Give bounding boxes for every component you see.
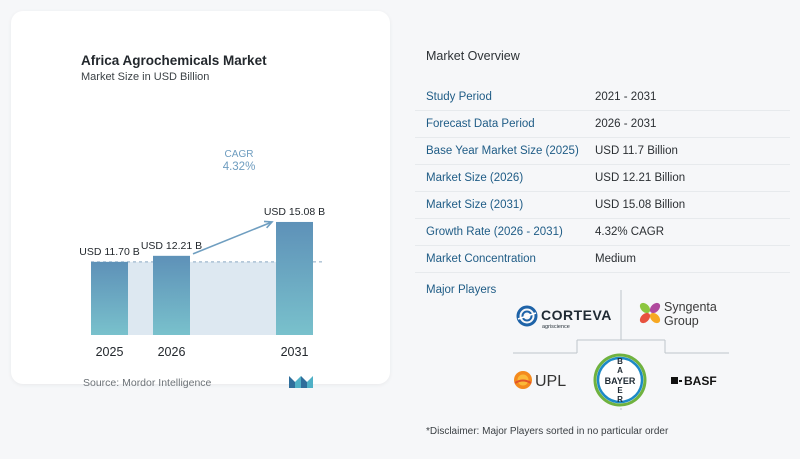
x-tick-2026: 2026 (158, 345, 186, 359)
bar-2031 (276, 221, 313, 335)
basf-logo: BASF (671, 374, 717, 388)
basf-square-icon (671, 377, 682, 384)
corteva-name: CORTEVA (541, 307, 612, 323)
chart-card: Africa Agrochemicals Market Market Size … (11, 11, 390, 389)
overview-row-value: USD 12.21 Billion (595, 172, 686, 184)
svg-text:A: A (617, 366, 623, 375)
chart-title: Africa Agrochemicals Market (81, 53, 267, 68)
market-overview-table: Study Period 2021 - 2031 Forecast Data Per… (415, 84, 790, 273)
data-label-2031: USD 15.08 B (264, 206, 325, 218)
cagr-value: 4.32% (223, 161, 256, 173)
overview-row-label: Forecast Data Period (426, 118, 535, 130)
syngenta-line1: Syngenta (664, 300, 717, 314)
cagr-arrow-line (192, 221, 273, 255)
overview-row: Market Size (2031) USD 15.08 Billion (415, 192, 790, 219)
overview-row-label: Market Size (2031) (426, 199, 524, 211)
overview-row: Study Period 2021 - 2031 (415, 84, 790, 111)
svg-text:B: B (617, 357, 623, 366)
bayer-logo: BAYER B A E R (593, 353, 647, 407)
x-tick-2025: 2025 (96, 345, 124, 359)
overview-row-value: 2021 - 2031 (595, 91, 657, 103)
market-overview-title: Market Overview (426, 49, 520, 63)
bayer-cross-icon: BAYER B A E R (593, 353, 647, 407)
corteva-swirl-icon (516, 305, 538, 327)
overview-row-label: Base Year Market Size (2025) (426, 145, 579, 157)
upl-name: UPL (535, 373, 566, 390)
syngenta-line2: Group (664, 314, 699, 328)
overview-row: Market Size (2026) USD 12.21 Billion (415, 165, 790, 192)
corteva-logo: CORTEVA agriscience (516, 305, 612, 330)
x-tick-2031: 2031 (281, 345, 309, 359)
upl-sun-icon (514, 371, 532, 389)
bar-2025 (91, 261, 128, 335)
base-level-band (128, 261, 276, 335)
overview-row-label: Study Period (426, 91, 492, 103)
corteva-sub: agriscience (542, 324, 570, 330)
source-text: Source: Mordor Intelligence (83, 377, 212, 389)
cagr-label: CAGR (225, 149, 254, 160)
major-players-title: Major Players (426, 284, 497, 296)
bayer-name-horizontal: BAYER (605, 376, 636, 386)
overview-row-label: Growth Rate (2026 - 2031) (426, 226, 563, 238)
basf-name: BASF (684, 374, 717, 388)
overview-row: Base Year Market Size (2025) USD 11.7 Bil… (415, 138, 790, 165)
chart-subtitle: Market Size in USD Billion (81, 71, 210, 83)
bar-chart: USD 11.70 B 2025 USD 12.21 B 2026 USD 15.08 … (79, 149, 325, 359)
overview-row: Market Concentration Medium (415, 246, 790, 273)
syngenta-flower-icon (639, 302, 661, 324)
cagr-arrow-head-icon (263, 220, 274, 229)
logo-grid-lines (513, 290, 729, 410)
overview-row: Growth Rate (2026 - 2031) 4.32% CAGR (415, 219, 790, 246)
data-label-2025: USD 11.70 B (79, 246, 140, 258)
mordor-intelligence-logo-icon (289, 376, 313, 388)
syngenta-logo: Syngenta Group (639, 300, 717, 328)
overview-row-value: 4.32% CAGR (595, 226, 665, 238)
overview-row-value: 2026 - 2031 (595, 118, 657, 130)
disclaimer: *Disclaimer: Major Players sorted in no … (426, 426, 669, 437)
overview-row: Forecast Data Period 2026 - 2031 (415, 111, 790, 138)
svg-text:R: R (617, 395, 623, 404)
svg-text:E: E (617, 386, 623, 395)
overview-row-value: USD 15.08 Billion (595, 199, 686, 211)
bar-2026 (153, 255, 190, 335)
overview-row-value: USD 11.7 Billion (595, 145, 678, 157)
data-label-2026: USD 12.21 B (141, 240, 202, 252)
overview-row-value: Medium (595, 253, 636, 265)
upl-logo: UPL (514, 371, 566, 390)
overview-row-label: Market Concentration (426, 253, 536, 265)
overview-row-label: Market Size (2026) (426, 172, 524, 184)
